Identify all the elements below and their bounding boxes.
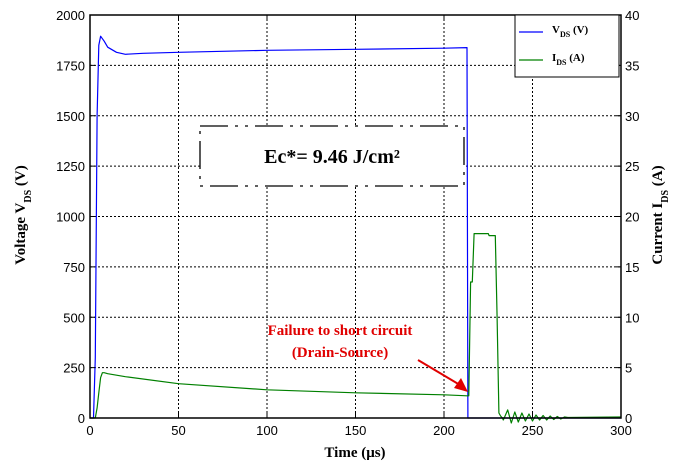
y-left-label-sub: DS (23, 189, 34, 202)
x-tick-label: 200 (433, 423, 455, 438)
legend-label-ids: IDS (A) (552, 52, 585, 67)
legend-vds-main: V (552, 24, 560, 36)
y-right-tick-label: 5 (625, 361, 632, 376)
legend-label-vds: VDS (V) (552, 24, 589, 39)
y-right-axis-label: Current IDS (A) (650, 165, 671, 264)
y-right-tick-label: 40 (625, 8, 639, 23)
legend-vds-sub: DS (560, 30, 571, 39)
x-tick-label: 50 (171, 423, 185, 438)
failure-annotation-line2: (Drain-Source) (292, 345, 388, 361)
x-tick-label: 150 (345, 423, 367, 438)
energy-annotation: Ec*= 9.46 J/cm² (199, 125, 465, 187)
x-tick-label: 100 (256, 423, 278, 438)
y-left-label-unit: (V) (13, 165, 29, 190)
y-right-tick-label: 25 (625, 159, 639, 174)
tick-layer: 0 50 100 150 200 250 3000250500750100012501500… (56, 8, 639, 438)
y-right-tick-label: 30 (625, 109, 639, 124)
y-left-tick-label: 1750 (56, 58, 85, 73)
y-left-label-main: Voltage V (13, 202, 29, 264)
failure-arrow-shaft (417, 359, 461, 386)
x-tick-label: 300 (610, 423, 632, 438)
y-right-label-unit: (A) (650, 165, 666, 190)
failure-annotation-line1: Failure to short circuit (268, 323, 413, 339)
y-left-tick-label: 0 (78, 411, 85, 426)
y-left-axis-label: Voltage VDS (V) (13, 165, 34, 264)
series-line-ids (90, 233, 622, 424)
x-axis-label: Time (μs) (324, 445, 385, 461)
y-right-tick-label: 20 (625, 210, 639, 225)
series-layer (90, 35, 622, 424)
y-left-tick-label: 2000 (56, 8, 85, 23)
legend: VDS (V) IDS (A) (514, 14, 620, 78)
y-right-tick-label: 10 (625, 310, 639, 325)
energy-annotation-box (199, 125, 465, 187)
legend-ids-sub: DS (556, 58, 567, 67)
y-right-tick-label: 35 (625, 58, 639, 73)
energy-annotation-text: Ec*= 9.46 J/cm² (264, 146, 400, 168)
grid-lines (90, 15, 621, 418)
legend-ids-unit: (A) (567, 52, 585, 64)
y-left-tick-label: 500 (63, 310, 85, 325)
y-right-tick-label: 0 (625, 411, 632, 426)
x-tick-label: 250 (522, 423, 544, 438)
y-left-tick-label: 750 (63, 260, 85, 275)
y-left-tick-label: 1500 (56, 109, 85, 124)
series-line-vds (90, 35, 621, 419)
y-left-tick-label: 1000 (56, 210, 85, 225)
y-right-label-main: Current I (650, 203, 666, 265)
x-tick-label: 0 (86, 423, 93, 438)
legend-ids-main: I (552, 52, 556, 64)
y-right-label-sub: DS (660, 190, 671, 203)
legend-box (514, 14, 620, 78)
y-right-tick-label: 15 (625, 260, 639, 275)
y-left-tick-label: 1250 (56, 159, 85, 174)
failure-annotation: Failure to short circuit (Drain-Source) (268, 323, 468, 392)
failure-arrow-head (454, 378, 468, 392)
legend-vds-unit: (V) (570, 24, 588, 36)
y-left-tick-label: 250 (63, 361, 85, 376)
